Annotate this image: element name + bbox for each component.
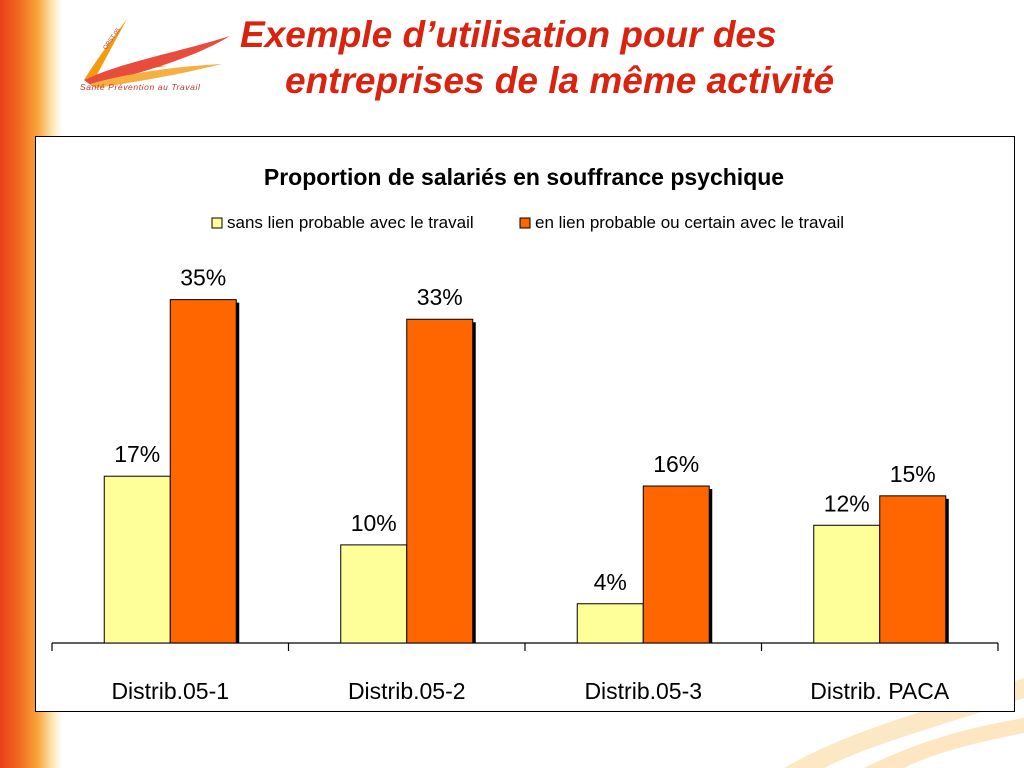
data-label: 12% (824, 490, 870, 516)
data-label: 33% (417, 284, 463, 310)
bar-1-1 (103, 475, 171, 644)
logo-icon: ORST 05 (84, 19, 230, 88)
data-label: 17% (114, 441, 160, 467)
bar-2-4 (879, 495, 947, 644)
legend-label-1: sans lien probable avec le travail (227, 213, 474, 232)
x-tick-label: Distrib.05-2 (348, 678, 466, 704)
data-label: 15% (890, 461, 936, 487)
bar-2-1 (169, 299, 237, 644)
data-label: 16% (653, 451, 699, 477)
bar-1-4 (813, 524, 881, 644)
svg-text:ORST 05: ORST 05 (103, 27, 123, 51)
slide-title-line-1: Exemple d’utilisation pour des (240, 14, 777, 55)
legend-swatch-1 (211, 217, 223, 229)
data-label: 35% (180, 265, 226, 291)
bar-chart: Proportion de salariés en souffrance psy… (51, 164, 999, 704)
slide-title: Exemple d’utilisation pour des entrepris… (240, 12, 1000, 104)
chart-title: Proportion de salariés en souffrance psy… (264, 164, 784, 190)
legend-swatch-2 (519, 217, 531, 229)
slide-title-line-2: entreprises de la même activité (285, 60, 835, 101)
data-label: 10% (351, 510, 397, 536)
legend-label-2: en lien probable ou certain avec le trav… (535, 213, 844, 232)
logo-caption: Santé Prévention au Travail (80, 82, 201, 92)
bar-2-2 (406, 318, 474, 644)
x-tick-label: Distrib. PACA (810, 678, 950, 704)
bar-2-3 (642, 485, 710, 644)
bar-1-2 (340, 544, 408, 644)
chart-frame: Proportion de salariés en souffrance psy… (35, 136, 1015, 712)
bar-1-3 (576, 603, 644, 644)
x-tick-label: Distrib.05-1 (111, 678, 229, 704)
data-label: 4% (594, 569, 627, 595)
x-tick-label: Distrib.05-3 (584, 678, 702, 704)
